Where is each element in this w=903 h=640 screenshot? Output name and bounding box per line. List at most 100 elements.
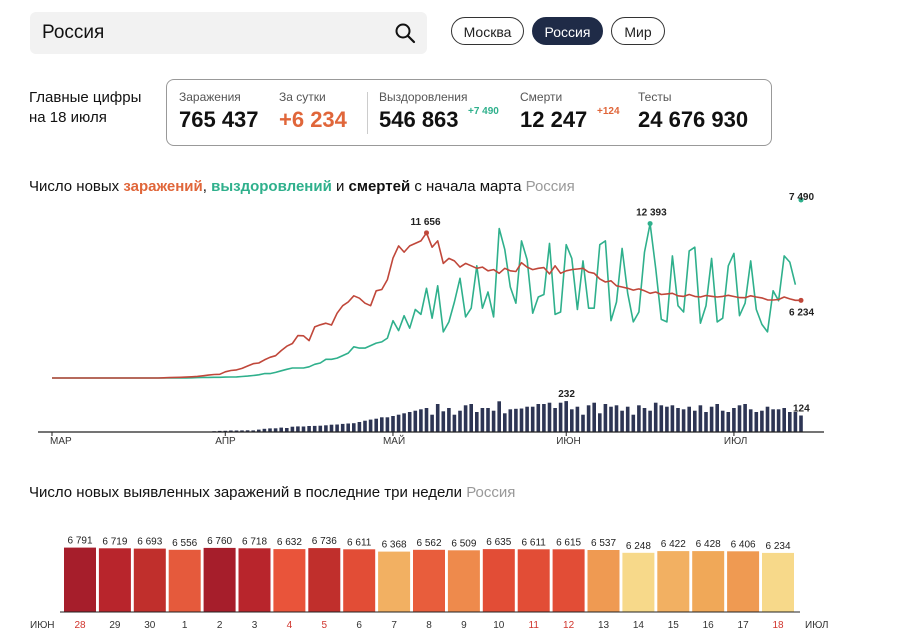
day-label: 7 [391,620,397,631]
title-deaths: смертей [348,178,411,195]
deaths-bar [765,406,770,432]
deaths-bar [771,409,775,432]
deaths-bar [335,424,339,432]
chart2-title: Число новых выявленных заражений в после… [29,484,515,501]
deaths-bar [558,402,563,432]
day-label: 8 [426,620,432,631]
tab-russia[interactable]: Россия [532,17,603,45]
recoveries-line [52,222,797,379]
deaths-bar [799,415,803,432]
deaths-bar [519,408,524,432]
deaths-bar [503,413,507,432]
search-icon[interactable] [393,21,417,45]
infection-bar [692,551,725,612]
day-label: 2 [217,620,223,631]
deaths-bar [570,409,574,432]
search-bar[interactable]: Россия [30,12,427,54]
stat-infections: Заражения 765 437 [179,90,259,133]
deaths-bar [743,404,747,432]
deaths-bar [653,402,658,432]
deaths-bar [396,414,401,432]
infection-bar [273,549,306,612]
deaths-bar [497,401,501,432]
title-text: , [202,178,212,195]
value-label: 11 656 [411,217,441,228]
deaths-bar [324,425,328,432]
deaths-bar [491,410,496,432]
bar-value-label: 6 615 [556,537,581,548]
deaths-bar [530,406,535,432]
deaths-bar [687,406,691,432]
deaths-bar [776,409,781,432]
deaths-bar [536,404,541,432]
deaths-bar [329,424,334,432]
deaths-bar [447,408,451,432]
deaths-bar [620,410,624,432]
deaths-bar [458,410,462,432]
infection-bar [413,549,445,612]
deaths-bar [586,405,591,432]
day-label: 1 [182,620,188,631]
stat-recoveries: Выздоровления 546 863 [379,90,468,133]
deaths-bar [609,406,613,432]
title-recoveries: выздоровлений [211,178,332,195]
deaths-bar [368,419,373,432]
deaths-bar [312,425,317,432]
tab-world[interactable]: Мир [611,17,665,45]
stat-label: Тесты [638,90,672,104]
deaths-bar [625,406,630,432]
deaths-bar [419,409,423,432]
deaths-bar [285,428,289,432]
bar-value-label: 6 718 [242,536,267,547]
infection-bar [98,548,131,612]
value-dot [647,221,653,227]
value-label: 7 490 [789,192,814,203]
deaths-bar [720,410,725,432]
month-label-left: ИЮН [30,620,55,631]
deaths-bar [480,408,485,432]
day-label: 6 [356,620,362,631]
deaths-bar [262,428,267,432]
infection-bar [238,548,271,612]
infection-bar [587,550,620,612]
infection-bar [378,551,411,612]
title-text: и [331,178,349,195]
deaths-bar [553,408,557,432]
tab-moscow[interactable]: Москва [451,17,524,45]
title-text: Число новых выявленных заражений в после… [29,484,467,501]
search-input[interactable]: Россия [42,22,105,43]
deaths-bar [542,404,546,432]
deaths-bar [301,426,306,432]
title-text: с начала марта [410,178,526,195]
deaths-bar [430,414,434,432]
day-label: 11 [529,620,540,631]
deaths-bar [407,412,412,432]
bar-value-label: 6 556 [172,538,197,549]
deaths-bar [380,417,384,432]
month-label-right: ИЮЛ [805,620,828,631]
bar-value-label: 6 635 [486,537,511,548]
bar-value-label: 6 632 [277,537,302,548]
deaths-bar [296,426,300,432]
title-text: Число новых [29,178,124,195]
day-label: 28 [74,620,86,631]
bar-value-label: 6 537 [591,538,616,549]
bar-value-label: 6 719 [102,536,127,547]
deaths-bar [670,405,675,432]
stat-label: Заражения [179,90,241,104]
deaths-bar [245,430,250,432]
deaths-bar [681,409,686,432]
deaths-bar [413,410,418,432]
deaths-bar [760,410,764,432]
deaths-bar [525,406,529,432]
deaths-bar [385,417,390,432]
deaths-bar [704,412,708,432]
deaths-bar [715,404,719,432]
value-dot [424,230,429,236]
infection-bar [552,549,585,612]
deaths-bar [693,410,697,432]
deaths-bar [665,406,669,432]
bar-value-label: 6 562 [416,538,441,549]
month-label: ИЮН [556,436,581,447]
stat-tests: Тесты 24 676 930 [638,90,748,133]
